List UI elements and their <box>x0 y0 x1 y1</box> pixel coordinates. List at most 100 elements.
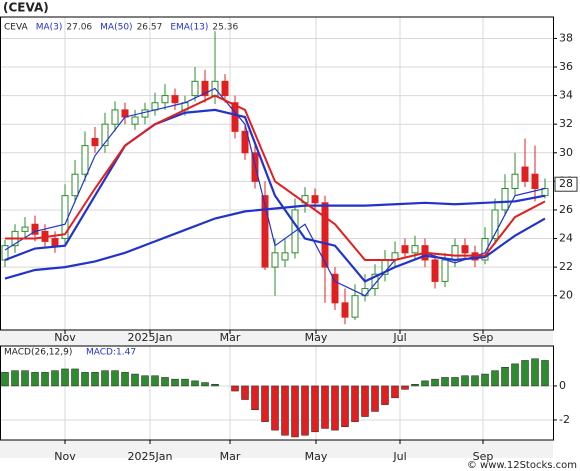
macd-bar <box>11 370 19 387</box>
candle-body <box>81 145 89 175</box>
macd-panel: -2 0 Nov 2025Jan Mar May Jul Sep MACD(26,12,9) MA… <box>0 345 570 463</box>
indicator-line <box>4 108 546 283</box>
candle-body <box>311 195 319 204</box>
macd-bar <box>51 370 59 387</box>
x-tick-label: Mar <box>220 331 241 344</box>
candle-body <box>71 173 79 197</box>
macd-bar <box>231 385 239 392</box>
macd-bar <box>141 375 149 387</box>
current-price-box <box>554 176 578 192</box>
candle-body <box>431 259 439 282</box>
candle-body <box>91 137 99 147</box>
candle-body <box>231 102 239 132</box>
x-tick-label: Mar <box>220 450 241 463</box>
candle-body <box>271 252 279 268</box>
macd-bar <box>111 370 119 387</box>
macd-title: MACD(26,12,9) <box>4 348 72 358</box>
macd-bar <box>151 375 159 387</box>
y-tick-label: 24 <box>559 232 573 245</box>
candle-body <box>461 245 469 254</box>
candle-body <box>191 80 199 97</box>
macd-bar <box>1 372 9 387</box>
legend-value: 26.57 <box>137 23 163 33</box>
legend-label: MA(3) <box>36 23 63 33</box>
macd-bar <box>131 373 139 387</box>
macd-bar <box>321 385 329 429</box>
macd-bar <box>521 360 529 387</box>
legend-label: EMA(13) <box>170 23 208 33</box>
macd-bar <box>431 378 439 387</box>
macd-bar <box>281 385 289 436</box>
macd-bar <box>461 375 469 387</box>
macd-bar <box>381 385 389 405</box>
macd-bar <box>121 372 129 387</box>
macd-bar <box>81 372 89 387</box>
y-tick-label: 0 <box>559 379 566 392</box>
x-tick-label: Nov <box>54 450 76 463</box>
y-tick-label: 22 <box>559 260 573 273</box>
macd-bar <box>441 377 449 387</box>
indicator-line <box>4 194 546 280</box>
macd-bar <box>421 380 429 387</box>
y-tick-label: 30 <box>559 146 573 159</box>
macd-bar <box>91 372 99 387</box>
x-tick-label: Jul <box>392 331 406 344</box>
macd-bar <box>101 370 109 387</box>
macd-bar <box>531 358 539 387</box>
macd-bar <box>241 385 249 400</box>
date-band <box>0 330 553 346</box>
macd-bar <box>201 382 209 387</box>
legend-value: 25.36 <box>212 23 238 33</box>
candle-body <box>281 252 289 261</box>
macd-bar <box>61 368 69 387</box>
y-tick-label: -2 <box>559 413 570 426</box>
candle-body <box>261 195 269 268</box>
indicator-line <box>4 87 546 297</box>
x-tick-label: Nov <box>54 331 76 344</box>
y-tick-label: 32 <box>559 117 573 130</box>
x-tick-label: 2025Jan <box>128 450 173 463</box>
x-tick-label: Jul <box>392 450 406 463</box>
macd-bar <box>41 372 49 387</box>
legend-label: MA(50) <box>100 23 132 33</box>
candle-body <box>131 116 139 125</box>
candle-body <box>371 273 379 290</box>
macd-bar <box>171 378 179 387</box>
candle-body <box>351 295 359 318</box>
y-tick-label: 36 <box>559 60 573 73</box>
macd-bar <box>311 385 319 433</box>
y-tick-label: 38 <box>559 31 573 44</box>
candle-body <box>161 95 169 104</box>
candle-body <box>31 223 39 235</box>
macd-bar <box>21 370 29 387</box>
candle-body <box>451 245 459 261</box>
candle-body <box>531 173 539 190</box>
price-panel: 20 22 24 26 28 30 32 34 36 38 Nov 2025Jan Mar May Jul S… <box>0 16 578 344</box>
candle-body <box>111 109 119 125</box>
y-tick-label: 20 <box>559 289 573 302</box>
current-price-label: 28 <box>559 177 573 190</box>
macd-bar <box>471 375 479 387</box>
candle-body <box>221 80 229 97</box>
x-tick-label: Sep <box>473 450 494 463</box>
footer: © www.12Stocks.com <box>467 460 577 471</box>
date-band <box>0 440 553 458</box>
candle-body <box>341 302 349 318</box>
candle-body <box>321 202 329 268</box>
macd-bar <box>261 385 269 422</box>
candle-body <box>171 95 179 104</box>
macd-bar <box>411 383 419 387</box>
indicator-line <box>5 94 546 261</box>
macd-bar <box>331 385 339 431</box>
candle-body <box>511 173 519 190</box>
y-tick-label: 26 <box>559 203 573 216</box>
macd-value: MACD:1.47 <box>86 348 136 358</box>
candle-body <box>441 259 449 282</box>
macd-bar <box>191 380 199 387</box>
macd-bar <box>211 383 219 387</box>
macd-bar <box>481 373 489 387</box>
macd-bar <box>161 377 169 387</box>
y-tick-label: 34 <box>559 89 573 102</box>
candle-body <box>141 109 149 118</box>
